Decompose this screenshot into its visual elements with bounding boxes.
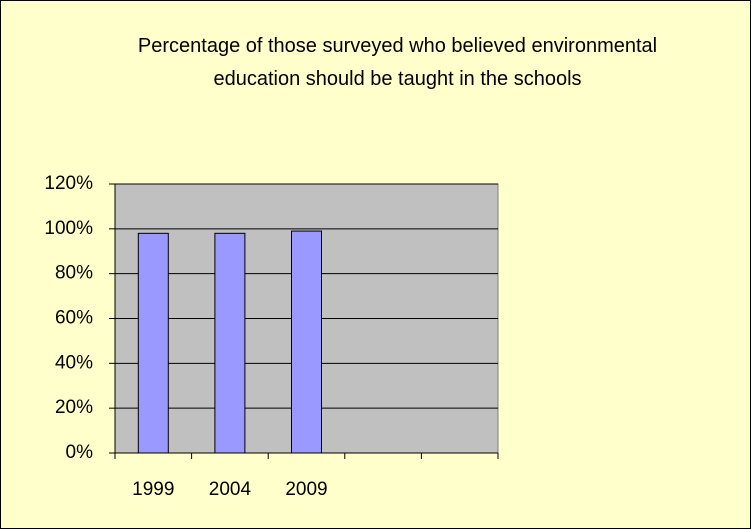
y-tick-label: 20% <box>55 397 93 418</box>
y-tick-label: 40% <box>55 352 93 373</box>
bar <box>214 232 246 454</box>
x-tick-label: 2009 <box>285 479 327 500</box>
y-tick-label: 100% <box>44 218 93 239</box>
y-tick-label: 60% <box>55 308 93 329</box>
chart-title: Percentage of those surveyed who believe… <box>137 35 658 90</box>
bar <box>137 232 169 454</box>
bar <box>291 230 322 454</box>
x-tick-label: 1999 <box>132 479 174 500</box>
x-tick-label: 2004 <box>209 479 252 500</box>
y-tick-label: 120% <box>44 173 93 194</box>
y-tick-label: 80% <box>55 263 93 284</box>
y-tick-label: 0% <box>66 442 94 463</box>
